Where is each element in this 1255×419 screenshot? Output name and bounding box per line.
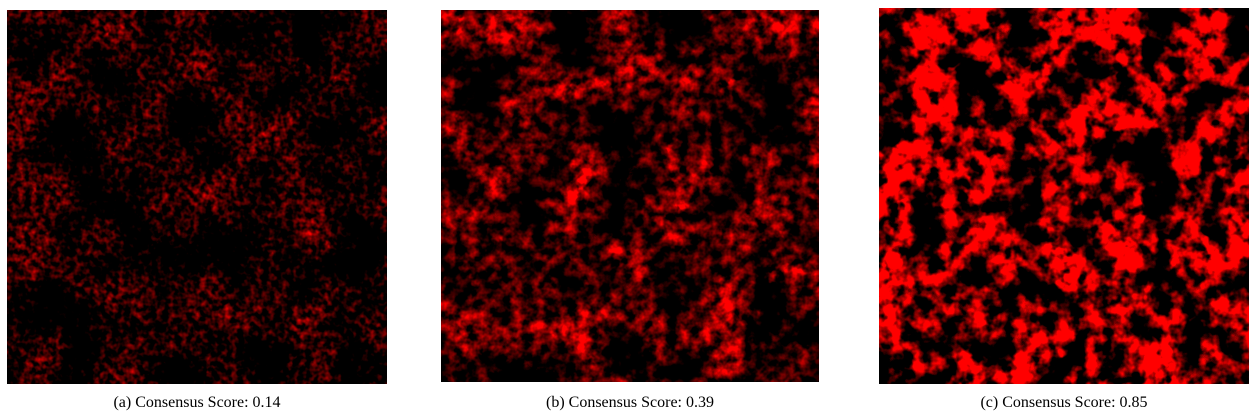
micrograph-b (441, 10, 819, 382)
caption: (c) Consensus Score: 0.85 (980, 394, 1147, 411)
figure: (a) Consensus Score: 0.14 (b) Consensus … (0, 0, 1255, 419)
caption: (a) Consensus Score: 0.14 (113, 394, 280, 411)
micrograph-a (7, 10, 387, 384)
caption: (b) Consensus Score: 0.39 (546, 394, 714, 411)
micrograph-c (879, 8, 1249, 384)
